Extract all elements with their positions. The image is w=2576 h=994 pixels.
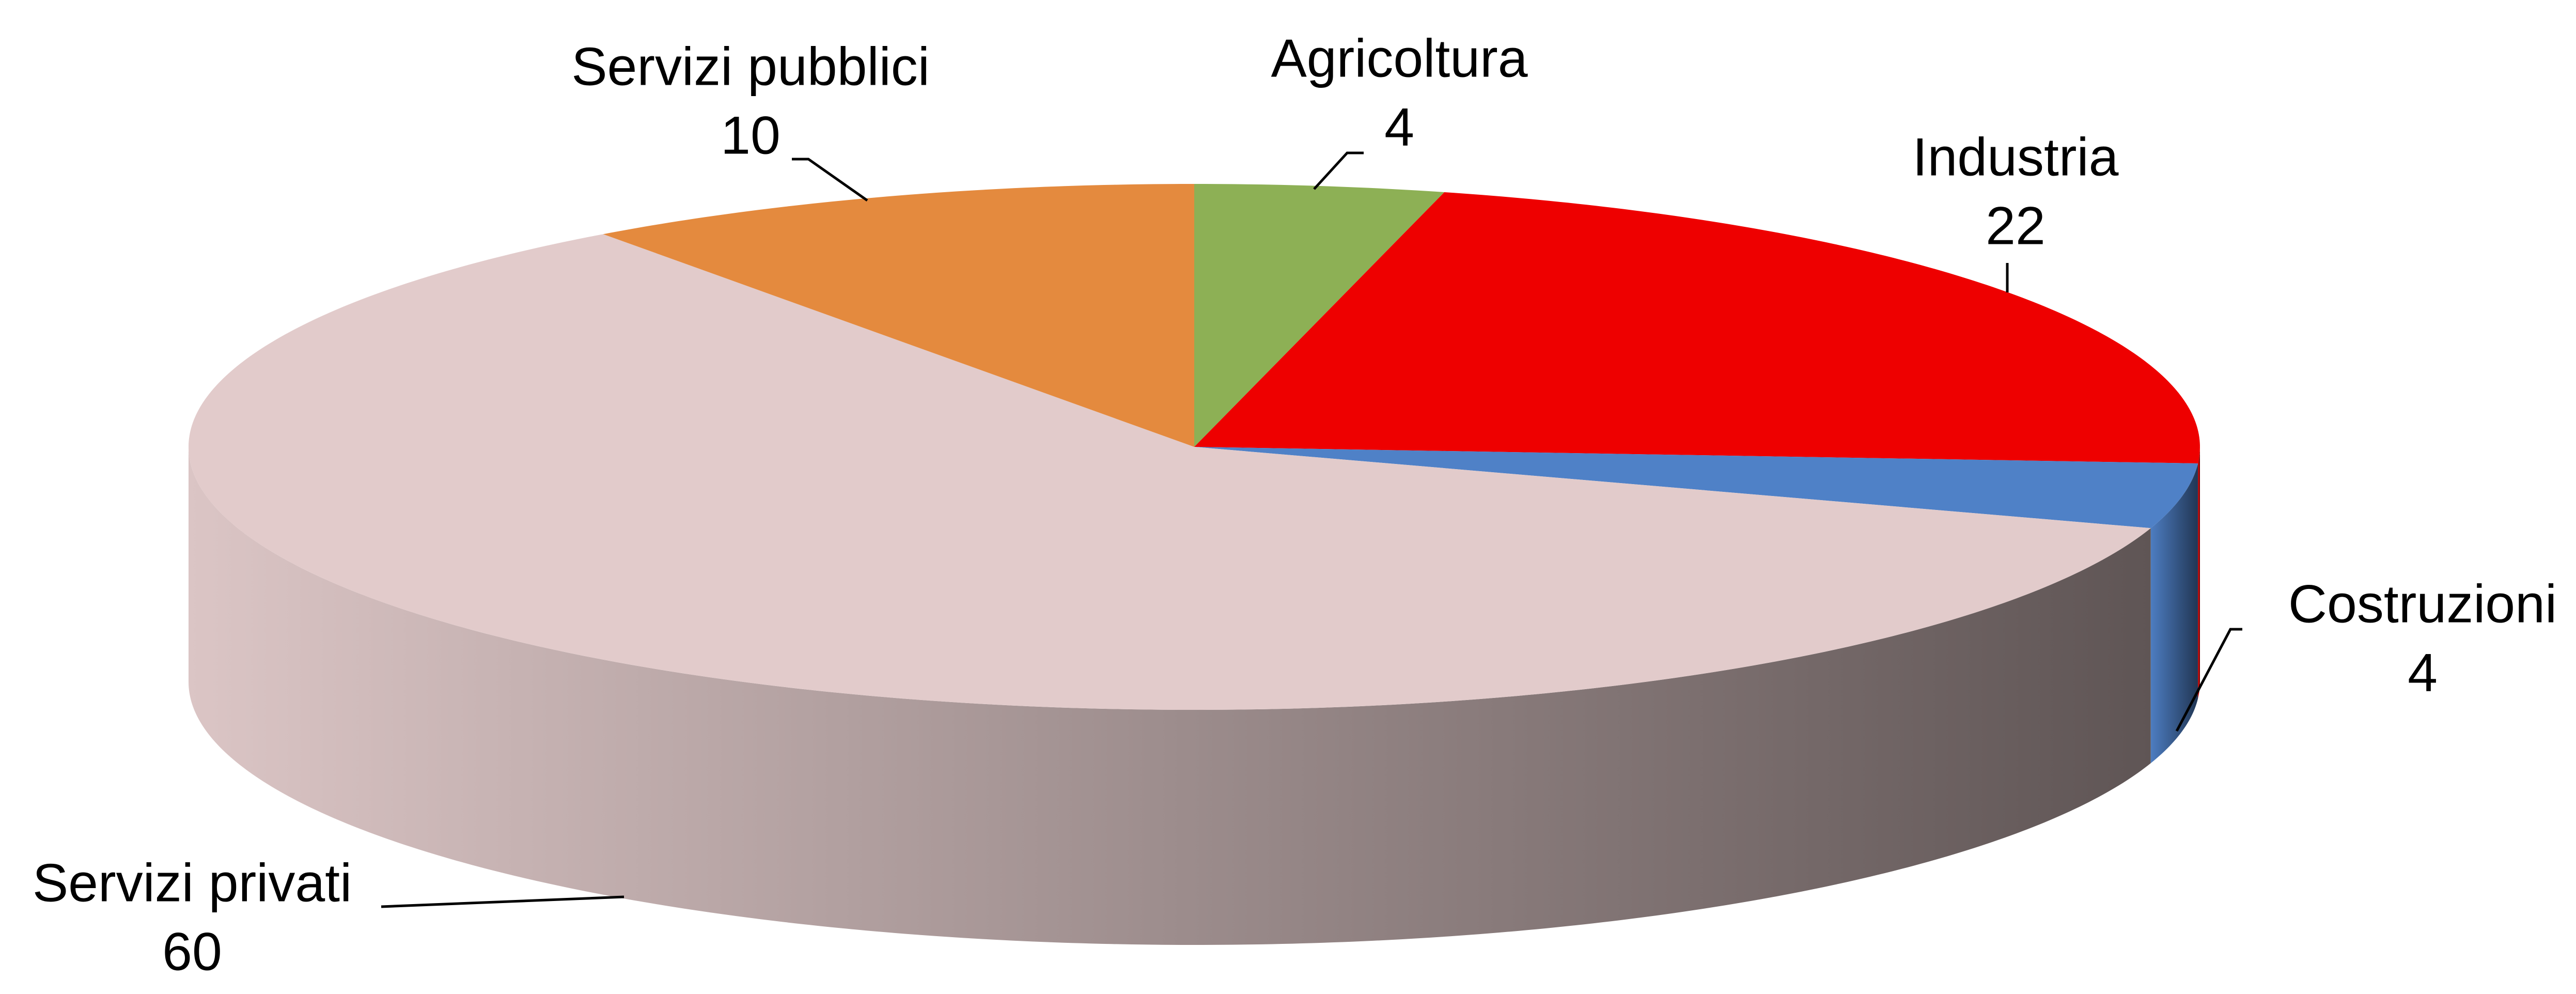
leader-line	[792, 158, 868, 202]
pie-slice	[603, 184, 1194, 447]
labels: Agricoltura 4 Industria 22 Costruzioni 4 Servi…	[33, 28, 2557, 982]
leader-line	[381, 895, 625, 908]
value-label: 4	[2408, 643, 2438, 703]
slice-label: Servizi pubblici	[571, 37, 930, 97]
slice-label: Industria	[1913, 127, 2119, 187]
leader-line	[2175, 628, 2242, 732]
pie-tops	[189, 184, 2200, 710]
leader-line	[1313, 151, 1364, 190]
value-label: 4	[1384, 97, 1414, 157]
pie-slice	[189, 234, 2151, 710]
slice-label: Servizi privati	[33, 853, 352, 913]
leader-lines	[381, 151, 2242, 908]
pie-side	[2150, 463, 2198, 764]
pie-slice	[1194, 447, 2198, 529]
pie-side	[2198, 447, 2200, 698]
value-label: 60	[162, 922, 222, 982]
slice-label: Agricoltura	[1271, 28, 1527, 88]
pie-slice	[1194, 184, 1445, 447]
value-label: 22	[1986, 196, 2046, 256]
pie-slice	[1194, 192, 2200, 463]
pie-sides	[189, 447, 2200, 945]
slice-label: Costruzioni	[2288, 574, 2557, 634]
value-label: 10	[721, 105, 780, 165]
pie-side	[189, 447, 2151, 945]
